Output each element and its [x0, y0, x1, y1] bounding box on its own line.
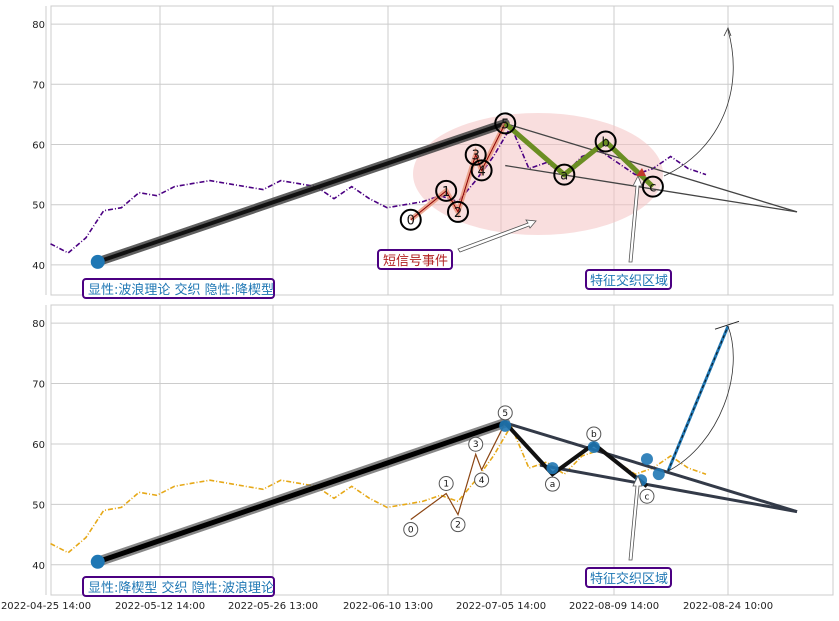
wave-point-label: b [602, 135, 610, 150]
bottom-main-label: 显性:降楔型 交织 隐性:波浪理论 [88, 580, 274, 596]
top-main-label: 显性:波浪理论 交织 隐性:降楔型 [88, 282, 274, 298]
x-tick-label: 2022-08-24 10:00 [683, 601, 773, 612]
impulse-wave-core [410, 123, 506, 221]
wave-point-circle [435, 179, 458, 202]
x-tick-label: 2022-07-05 14:00 [456, 601, 546, 612]
top-zone-label: 特征交织区域 [590, 273, 668, 289]
triangle-upper-line [505, 122, 798, 213]
x-tick-label: 2022-05-12 14:00 [115, 601, 205, 612]
wave-point-label-bottom: 5 [502, 409, 508, 419]
projection-line-dash [667, 325, 729, 472]
x-tick-label: 2022-08-09 14:00 [569, 601, 659, 612]
trend-start-dot [90, 254, 105, 269]
signal-arrow [457, 219, 537, 253]
y-tick-label: 40 [32, 561, 45, 572]
y-tick-label: 70 [32, 380, 45, 391]
wave-point-label: 5 [501, 117, 509, 132]
y-tick-label: 50 [32, 500, 45, 511]
wave-point-circle [446, 200, 469, 223]
wave-point-circle-bottom [403, 521, 419, 537]
wave-point-label-bottom: 0 [408, 525, 414, 535]
y-tick-label: 40 [32, 261, 45, 272]
wave-point-circle [594, 130, 617, 153]
wave-point-circle [470, 159, 493, 182]
y-tick-label: 70 [32, 80, 45, 91]
wave-point-label-bottom: c [644, 492, 649, 502]
trend-line-bottom [95, 420, 508, 565]
trend-start-dot-bottom [90, 554, 105, 569]
projection-curve-bottom [667, 326, 734, 472]
wedge-lower-line [539, 463, 798, 514]
wave-point-circle [641, 175, 664, 198]
bottom-panel-frame [50, 304, 834, 596]
zone-arrow-bottom [628, 475, 643, 561]
corrective-wave-bottom [503, 421, 649, 488]
bottom-zone-annotation: 特征交织区域 [585, 567, 672, 588]
trend-line [95, 121, 508, 264]
wave-point-label: c [649, 181, 656, 196]
y-tick-label: 80 [32, 20, 45, 31]
impulse-wave-bottom [410, 422, 506, 520]
wave-point-label: 2 [454, 206, 462, 221]
key-point-dot [587, 440, 600, 453]
wave-point-circle [399, 208, 422, 231]
wave-point-circle [464, 143, 487, 166]
wave-point-circle-bottom [639, 488, 655, 504]
wave-point-circle [553, 163, 576, 186]
signal-event-label: 短信号事件 [383, 254, 448, 269]
wave-point-circle-bottom [450, 517, 466, 533]
key-point-dot [652, 468, 665, 481]
projection-arrowhead [723, 27, 732, 37]
wave-point-circle-bottom [497, 405, 513, 421]
wave-point-label: a [560, 169, 568, 184]
wave-point-label: 3 [472, 149, 480, 164]
key-point-dot [499, 419, 512, 432]
wave-point-label-bottom: 4 [479, 476, 485, 486]
wedge-upper-line [504, 421, 798, 514]
wave-point-circle-bottom [468, 436, 484, 452]
x-tick-label: 2022-05-26 13:00 [228, 601, 318, 612]
y-tick-label: 60 [32, 140, 45, 151]
wave-point-circle-bottom [474, 472, 490, 488]
corrective-wave [503, 121, 655, 189]
x-tick-label: 2022-06-10 13:00 [343, 601, 433, 612]
y-tick-label: 60 [32, 440, 45, 451]
wave-point-circle-bottom [586, 426, 602, 442]
zone-arrow [628, 175, 643, 263]
wave-point-label: 0 [407, 214, 415, 229]
key-point-dot [546, 462, 559, 475]
y-tick-label: 50 [32, 201, 45, 212]
wave-point-circle-bottom [544, 476, 560, 492]
projection-curve [663, 29, 734, 177]
top-panel: 0 12 34 5 a b c [50, 27, 798, 269]
wave-point-circle [494, 112, 517, 135]
highlight-region [413, 113, 663, 235]
bottom-main-annotation: 显性:降楔型 交织 隐性:波浪理论 [82, 576, 275, 597]
top-main-annotation: 显性:波浪理论 交织 隐性:降楔型 [82, 278, 275, 299]
top-zone-annotation: 特征交织区域 [585, 269, 672, 290]
projection-cap [714, 320, 740, 330]
wave-point-label: 1 [442, 185, 450, 200]
wave-point-label-bottom: 3 [473, 440, 479, 450]
wave-point-label-bottom: b [591, 430, 597, 440]
bottom-panel: 0 1 2 3 4 5 a b c [50, 320, 798, 569]
wave-point-circle-bottom [438, 476, 454, 491]
wave-point-label-bottom: a [550, 480, 556, 490]
signal-event-annotation: 短信号事件 [377, 249, 453, 270]
y-tick-label: 80 [32, 319, 45, 330]
wave-point-label-bottom: 2 [455, 521, 461, 531]
wave-point-label-bottom: 1 [443, 480, 449, 490]
wave-point-label: 4 [477, 164, 485, 179]
target-marker [636, 168, 646, 176]
x-tick-label: 2022-04-25 14:00 [1, 601, 91, 612]
bottom-zone-label: 特征交织区域 [590, 571, 668, 587]
key-point-dot [640, 453, 653, 466]
